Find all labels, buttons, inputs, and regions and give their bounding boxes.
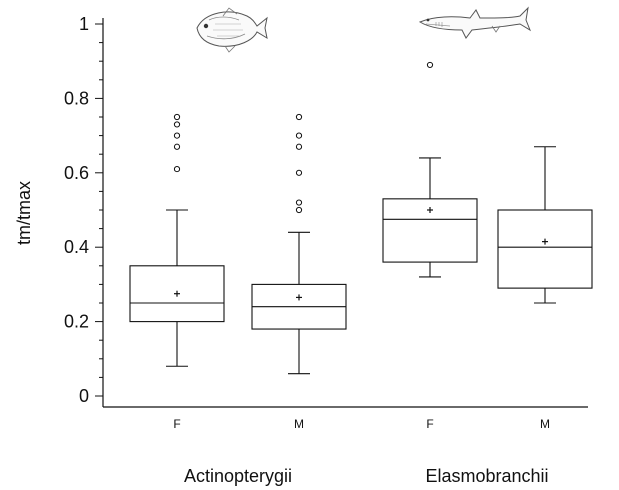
outlier-point (295, 113, 303, 121)
x-group-label: Elasmobranchii (425, 466, 548, 486)
outlier-point (173, 113, 181, 121)
y-axis-title: tm/tmax (14, 181, 34, 245)
y-tick-label: 0.2 (64, 312, 89, 332)
outlier-point (295, 169, 303, 176)
outlier-point (173, 143, 181, 150)
box-iqr (497, 209, 593, 289)
x-category-label: F (173, 417, 180, 431)
outlier-point (295, 206, 303, 214)
outlier-point (426, 61, 434, 69)
outlier-point (295, 143, 303, 150)
y-tick-label: 0.8 (64, 88, 89, 108)
shark-icon (418, 6, 532, 39)
outlier-point (173, 165, 181, 173)
y-tick-label: 0 (79, 386, 89, 406)
x-group-label: Actinopterygii (184, 466, 292, 486)
box-iqr (382, 198, 478, 263)
outlier-point (295, 132, 303, 139)
y-tick-label: 0.6 (64, 163, 89, 183)
x-category-label: F (426, 417, 433, 431)
y-tick-label: 1 (79, 14, 89, 34)
outlier-point (173, 121, 181, 128)
outlier-point (173, 132, 181, 139)
y-tick-label: 0.4 (64, 237, 89, 257)
plot-area: 0 0.2 0.4 0.6 0.8 1 F M F M Actinopterygii Elasmobr… (64, 14, 593, 486)
x-category-label: M (540, 417, 550, 431)
box-iqr (129, 265, 225, 323)
fish-icon (196, 7, 268, 53)
x-category-label: M (294, 417, 304, 431)
outlier-point (295, 199, 303, 206)
